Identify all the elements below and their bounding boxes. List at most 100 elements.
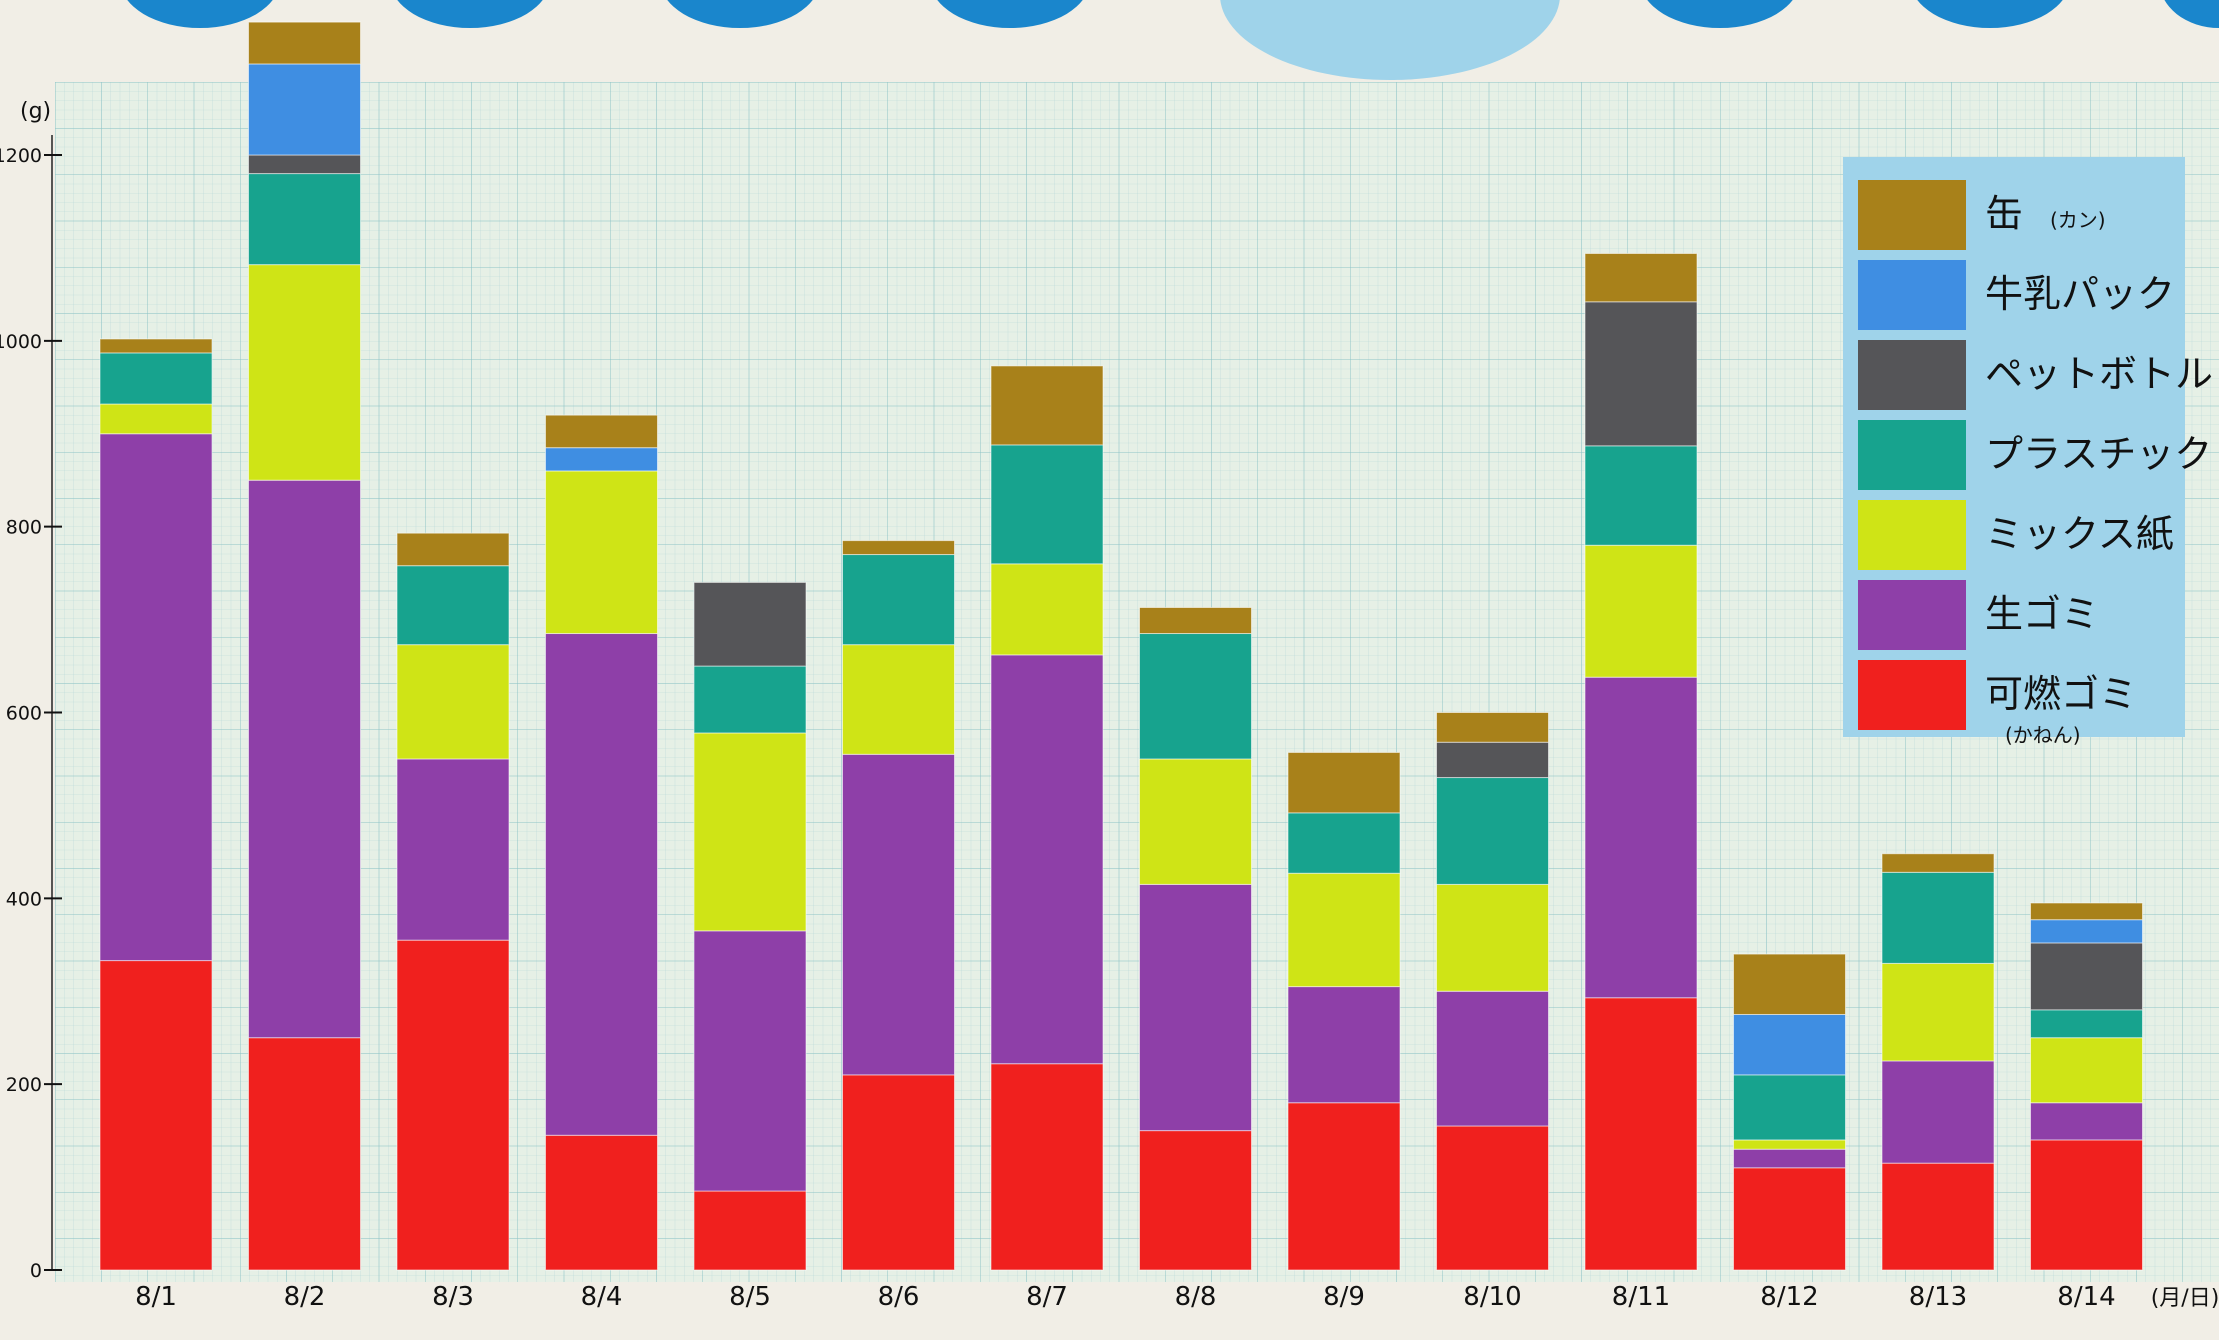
bar-segment: [1287, 1102, 1401, 1271]
bar-segment: [2030, 902, 2143, 921]
bar-segment: [396, 532, 510, 567]
bar-stack-8-8: [1139, 607, 1252, 1271]
bar-segment: [396, 939, 510, 1271]
legend-label-note: (カン): [2050, 208, 2106, 232]
bar-segment: [1139, 607, 1252, 635]
bar-stack-8-14: [2030, 902, 2143, 1271]
bar-stack-8-5: [693, 581, 807, 1271]
bar-segment: [248, 21, 361, 65]
bar-segment: [990, 654, 1104, 1065]
legend-label-note: (かねん): [2005, 723, 2081, 747]
bar-segment: [2030, 919, 2143, 944]
bar-segment: [842, 753, 955, 1076]
bar-segment: [545, 633, 658, 1136]
x-tick-label: 8/13: [1909, 1282, 1967, 1312]
bar-segment: [2030, 1139, 2143, 1271]
bar-stack-8-9: [1287, 751, 1401, 1271]
bar-segment: [99, 403, 213, 435]
bar-segment: [1139, 758, 1252, 885]
x-tick-label: 8/2: [284, 1282, 326, 1312]
bar-segment: [693, 665, 807, 734]
bar-segment: [1436, 1125, 1549, 1271]
x-tick-label: 8/3: [432, 1282, 474, 1312]
x-tick-label: 8/10: [1463, 1282, 1521, 1312]
bar-segment: [545, 1134, 658, 1271]
bar-segment: [1436, 741, 1549, 779]
bar-segment: [248, 173, 361, 266]
bar-segment: [248, 479, 361, 1039]
bar-segment: [2030, 942, 2143, 1011]
bar-segment: [1584, 676, 1698, 999]
bar-segment: [1436, 883, 1549, 992]
bar-segment: [545, 447, 658, 472]
bar-segment: [990, 365, 1104, 446]
bar-stack-8-12: [1733, 953, 1846, 1271]
bar-segment: [990, 1063, 1104, 1271]
bar-segment: [1733, 1013, 1846, 1076]
bars: [99, 21, 2143, 1271]
bar-stack-8-6: [842, 540, 955, 1271]
bar-stack-8-1: [99, 338, 213, 1271]
bar-segment: [1584, 301, 1698, 447]
bar-segment: [990, 444, 1104, 565]
bar-segment: [248, 264, 361, 481]
legend-swatch: [1858, 420, 1966, 490]
y-tick-label: 1200: [0, 145, 42, 167]
x-tick-label: 8/14: [2057, 1282, 2115, 1312]
bar-segment: [1139, 1130, 1252, 1271]
bar-segment: [1881, 871, 1995, 964]
bar-segment: [99, 338, 213, 354]
bar-segment: [99, 960, 213, 1271]
x-tick-label: 8/12: [1760, 1282, 1818, 1312]
legend-swatch: [1858, 260, 1966, 330]
bar-segment: [1733, 1074, 1846, 1141]
bar-segment: [248, 1037, 361, 1271]
legend-swatch: [1858, 340, 1966, 410]
bar-stack-8-10: [1436, 712, 1549, 1271]
bar-segment: [1881, 1162, 1995, 1271]
bar-segment: [248, 154, 361, 175]
legend-label: 牛乳パック: [1985, 272, 2175, 316]
bar-segment: [1287, 872, 1401, 988]
x-axis-labels: 8/1 8/2 8/3 8/4 8/5 8/6 8/7 8/8 8/9 8/10 8/11 8/12 8…: [135, 1282, 2219, 1312]
bar-segment: [2030, 1102, 2143, 1141]
bar-stack-8-7: [990, 365, 1104, 1271]
bar-segment: [1584, 997, 1698, 1271]
legend-label: ペットボトル: [1985, 352, 2213, 396]
bar-stack-8-3: [396, 532, 510, 1271]
y-tick-label: 1000: [0, 331, 42, 353]
legend-label: 缶: [1985, 192, 2023, 236]
x-tick-label: 8/9: [1323, 1282, 1365, 1312]
bar-segment: [1584, 544, 1698, 678]
bar-segment: [545, 414, 658, 449]
bar-segment: [1733, 953, 1846, 1015]
bar-segment: [396, 758, 510, 941]
x-tick-label: 8/5: [729, 1282, 771, 1312]
bar-stack-8-4: [545, 414, 658, 1271]
bar-segment: [1584, 445, 1698, 546]
bar-segment: [1139, 883, 1252, 1132]
legend-swatch: [1858, 180, 1966, 250]
bar-segment: [2030, 1037, 2143, 1104]
y-tick-label: 600: [6, 703, 42, 725]
bar-segment: [1733, 1139, 1846, 1150]
bar-segment: [842, 540, 955, 556]
bar-segment: [1436, 990, 1549, 1127]
bar-segment: [99, 352, 213, 405]
bar-segment: [1733, 1148, 1846, 1169]
x-tick-label: 8/11: [1612, 1282, 1670, 1312]
y-axis: (g) 0 200 400 600 800 1000 1200: [0, 99, 62, 1282]
bar-segment: [1584, 252, 1698, 303]
bar-segment: [1139, 633, 1252, 760]
bar-segment: [396, 644, 510, 760]
bar-segment: [248, 63, 361, 156]
y-tick-label: 800: [6, 517, 42, 539]
bar-segment: [1881, 1060, 1995, 1164]
y-tick-label: 200: [6, 1074, 42, 1096]
y-unit-label: (g): [20, 99, 51, 124]
legend-label: 可燃ゴミ: [1985, 672, 2137, 716]
x-tick-label: 8/1: [135, 1282, 177, 1312]
legend-label: 生ゴミ: [1985, 592, 2099, 636]
bar-segment: [1287, 986, 1401, 1104]
